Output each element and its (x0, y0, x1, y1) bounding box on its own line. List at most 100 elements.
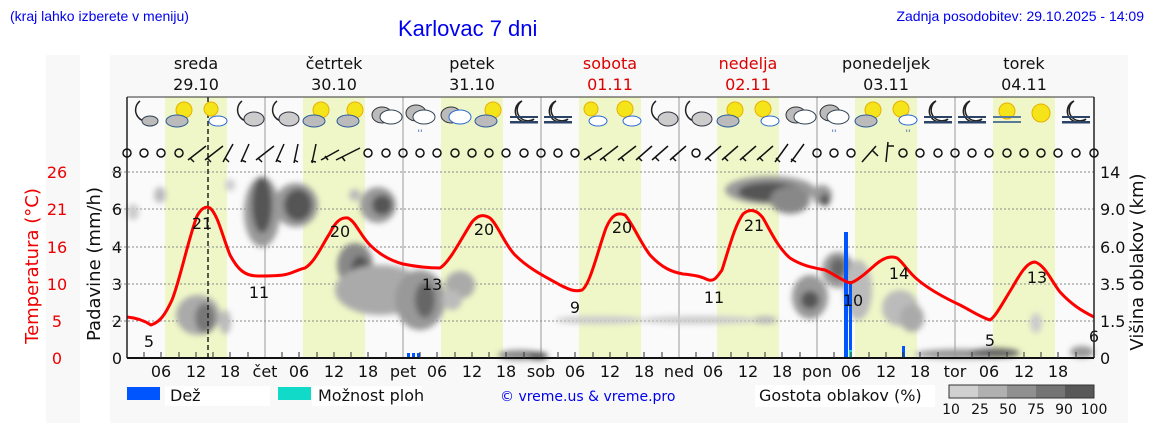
x-ticks (143, 352, 1077, 358)
sun-cloud-icon (754, 100, 780, 127)
wind-row (122, 141, 1099, 164)
svg-text:06: 06 (703, 362, 723, 381)
svg-text:0: 0 (112, 349, 122, 368)
x-tick-labels: 06 12 18 čet 06 12 18 pet 06 12 18 sob 0… (151, 362, 1068, 381)
svg-text:6: 6 (112, 200, 122, 219)
day-date: 30.10 (311, 75, 357, 94)
copyright-link: © vreme.us & vreme.pro (500, 389, 675, 405)
day-name: četrtek (306, 54, 364, 73)
moon-fog-icon (1062, 100, 1090, 124)
svg-text:0: 0 (1100, 349, 1110, 368)
day-date: 31.10 (449, 75, 495, 94)
moon-fog-icon (958, 100, 986, 124)
svg-text:12: 12 (324, 362, 344, 381)
rain-swatch (127, 387, 160, 400)
svg-text:18: 18 (1048, 362, 1068, 381)
svg-text:pet: pet (390, 362, 416, 381)
svg-text:75: 75 (1027, 402, 1045, 418)
svg-text:tor: tor (944, 362, 967, 381)
svg-text:06: 06 (151, 362, 171, 381)
day-name: nedelja (719, 54, 778, 73)
svg-text:sob: sob (527, 362, 555, 381)
svg-text:12: 12 (186, 362, 206, 381)
sun-cloud-icon (336, 101, 364, 128)
moon-fog-icon (510, 100, 538, 124)
svg-text:90: 90 (1055, 402, 1073, 418)
svg-text:12: 12 (600, 362, 620, 381)
cloud-drizzle-icon: '' (405, 104, 436, 139)
svg-text:25: 25 (971, 402, 989, 418)
svg-text:16: 16 (47, 238, 67, 257)
page-title: Karlovac 7 dni (398, 16, 538, 41)
svg-text:50: 50 (999, 402, 1017, 418)
cloud-density-scale (948, 384, 1095, 399)
rain-legend-label: Dež (170, 386, 201, 405)
menu-hint[interactable]: (kraj lahko izberete v meniju) (10, 8, 189, 24)
sun-fog-icon (993, 102, 1021, 123)
precip-axis-ticks: 8 6 4 3 2 0 (112, 163, 122, 368)
sun-cloud-drizzle-icon: '' (892, 100, 918, 139)
svg-text:11: 11 (704, 288, 724, 307)
svg-text:21: 21 (744, 216, 764, 235)
svg-text:'': '' (832, 129, 837, 139)
cloud-density-field (127, 176, 1094, 360)
svg-text:20: 20 (612, 218, 632, 237)
moon-cloud-icon (271, 100, 300, 127)
svg-text:20: 20 (474, 220, 494, 239)
day-name: sobota (583, 54, 637, 73)
svg-text:9: 9 (570, 298, 580, 317)
svg-text:06: 06 (979, 362, 999, 381)
day-name: sreda (174, 54, 218, 73)
svg-text:0: 0 (52, 349, 62, 368)
sun-cloud-icon (474, 101, 502, 128)
svg-text:18: 18 (496, 362, 516, 381)
cloudy-icon (371, 106, 403, 125)
day-name: petek (449, 54, 495, 73)
svg-text:5: 5 (144, 332, 154, 351)
day-date: 03.11 (863, 75, 909, 94)
svg-text:06: 06 (841, 362, 861, 381)
moon-cloud-icon (236, 100, 265, 127)
moon-fog-icon (544, 100, 572, 124)
svg-text:26: 26 (47, 163, 67, 182)
day-headers: sreda 29.10 četrtek 30.10 petek 31.10 so… (173, 54, 1047, 94)
legend: Dež Možnost ploh © vreme.us & vreme.pro … (127, 384, 1107, 418)
svg-text:12: 12 (876, 362, 896, 381)
showers-legend-label: Možnost ploh (318, 386, 424, 405)
svg-text:06: 06 (565, 362, 585, 381)
temp-axis-label: Temperatura (°C) (22, 188, 43, 345)
svg-text:06: 06 (289, 362, 309, 381)
day-date: 01.11 (587, 75, 633, 94)
svg-text:čet: čet (253, 362, 278, 381)
svg-text:14: 14 (889, 264, 909, 283)
sun-cloud-icon (616, 100, 642, 127)
cloud-density-ticks: 10 25 50 75 90 100 (942, 402, 1107, 418)
svg-text:18: 18 (220, 362, 240, 381)
svg-text:20: 20 (330, 222, 350, 241)
moon-fog-icon (924, 100, 952, 124)
svg-text:21: 21 (192, 214, 212, 233)
temp-axis-ticks: 26 21 16 10 5 0 (47, 163, 67, 368)
day-name: torek (1003, 54, 1045, 73)
svg-text:10: 10 (942, 402, 960, 418)
cloud-height-axis-label: Višina oblakov (km) (1127, 173, 1148, 350)
svg-text:6.0: 6.0 (1100, 238, 1125, 257)
moon-cloud-icon (684, 100, 713, 127)
showers-swatch (278, 387, 311, 400)
svg-text:ned: ned (664, 362, 694, 381)
svg-text:11: 11 (249, 283, 269, 302)
svg-text:pon: pon (802, 362, 832, 381)
svg-text:18: 18 (772, 362, 792, 381)
svg-text:'': '' (906, 129, 911, 139)
svg-text:13: 13 (422, 275, 442, 294)
sun-cloud-icon (302, 101, 330, 128)
day-date: 02.11 (725, 75, 771, 94)
svg-text:1.5: 1.5 (1100, 312, 1125, 331)
last-update: Zadnja posodobitev: 29.10.2025 - 14:09 (896, 8, 1144, 24)
cloudy-icon (785, 106, 817, 125)
temperature-line (126, 205, 1095, 327)
cloudy-icon (440, 106, 472, 125)
temp-extreme-labels: 5 21 11 20 13 20 9 20 11 21 10 14 5 13 6 (144, 214, 1099, 351)
svg-text:13: 13 (1027, 268, 1047, 287)
